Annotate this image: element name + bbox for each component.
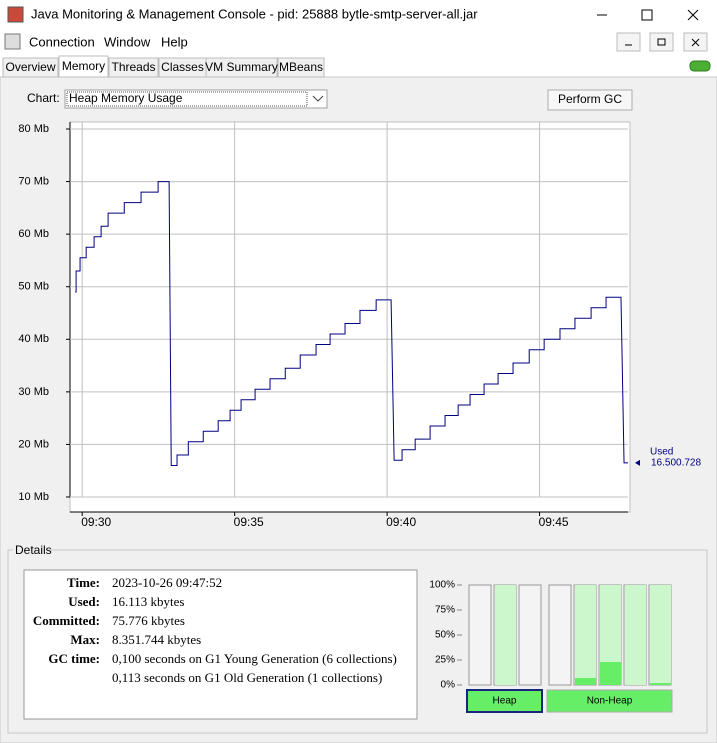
y-tick-label: 60 Mb	[18, 228, 49, 240]
tab-label[interactable]: Memory	[62, 59, 105, 73]
bar-frame	[518, 584, 542, 686]
line-chart: 10 Mb 20 Mb 30 Mb 40 Mb 50 Mb 60 Mb 70 Mb 80 Mb…	[18, 122, 701, 529]
bar	[575, 585, 596, 685]
x-tick-label: 09:35	[234, 515, 264, 529]
focus-ring	[66, 91, 308, 107]
pool-chart: 100% 75% 50% 25% 0% Heap Non-Heap	[429, 580, 673, 713]
bar	[600, 662, 621, 685]
pool-button-label[interactable]: Heap	[493, 696, 517, 707]
tab[interactable]	[2, 57, 59, 78]
detail-value: 8.351.744 kbytes	[112, 632, 201, 647]
perform-gc-label[interactable]: Perform GC	[558, 92, 622, 106]
y-tick-label: 40 Mb	[18, 333, 49, 345]
connection-icon	[689, 60, 711, 72]
y-tick-label: 80 Mb	[18, 123, 49, 135]
tab-label[interactable]: Threads	[111, 60, 155, 74]
tab-label[interactable]: Overview	[5, 60, 55, 74]
menu-item[interactable]: Window	[104, 34, 151, 49]
bar	[650, 683, 671, 685]
legend-gap	[13, 545, 49, 557]
tab[interactable]	[205, 57, 278, 78]
mdi-minimize[interactable]	[616, 32, 641, 52]
y-tick-label: 50 Mb	[18, 281, 49, 293]
chart-select-value[interactable]: Heap Memory Usage	[69, 91, 183, 105]
tab[interactable]	[108, 57, 159, 78]
tab-selected[interactable]	[58, 55, 109, 78]
tab[interactable]	[277, 57, 325, 78]
details-title: Details	[15, 543, 52, 557]
close-button[interactable]	[687, 9, 699, 21]
detail-value: 16.113 kbytes	[112, 594, 184, 609]
detail-label: GC time:	[48, 651, 100, 666]
menu-icon	[4, 33, 21, 50]
bar	[575, 678, 596, 685]
details-box	[23, 569, 418, 720]
detail-label: Used:	[68, 594, 100, 609]
y-tick-label: 70 Mb	[18, 175, 49, 187]
x-tick-label: 09:45	[539, 515, 569, 529]
tab-label[interactable]: Classes	[161, 60, 204, 74]
pool-button-label[interactable]: Non-Heap	[587, 696, 633, 707]
y-tick-label: 10 Mb	[18, 491, 49, 503]
mdi-restore-icon	[657, 38, 666, 46]
app-icon	[7, 6, 24, 23]
y-tick-label: 30 Mb	[18, 386, 49, 398]
pool-button[interactable]	[546, 689, 673, 713]
y-tick-label: 100%	[429, 580, 455, 591]
chart-label: Chart:	[27, 91, 60, 105]
detail-value: 75.776 kbytes	[112, 613, 185, 628]
menu-item[interactable]: Help	[161, 34, 188, 49]
bar-frame	[468, 584, 492, 686]
y-tick-label: 20 Mb	[18, 438, 49, 450]
pool-button[interactable]	[466, 689, 543, 713]
y-tick-label: 0%	[441, 680, 456, 691]
bar	[600, 585, 621, 685]
y-tick-label: 50%	[435, 630, 455, 641]
dropdown-arrow	[312, 95, 324, 102]
legend-entry: Used	[650, 446, 673, 457]
current-marker	[635, 459, 640, 466]
menu-item[interactable]: Connection	[29, 34, 95, 49]
bar-frame	[548, 584, 572, 686]
detail-label: Max:	[70, 632, 100, 647]
x-tick-label: 09:40	[386, 515, 416, 529]
y-tick-label: 75%	[435, 605, 455, 616]
maximize-button[interactable]	[641, 9, 653, 21]
plot-area	[69, 121, 631, 513]
detail-value: 0,100 seconds on G1 Young Generation (6 …	[112, 651, 397, 666]
perform-gc-button[interactable]	[547, 89, 633, 111]
details-text: Time: 2023-10-26 09:47:52 Used: 16.113 kbyt…	[33, 575, 397, 685]
detail-label: Time:	[67, 575, 100, 590]
series-line	[75, 181, 628, 466]
value-label: 16.500.728	[651, 457, 701, 468]
detail-label: Committed:	[33, 613, 100, 628]
window-title: Java Monitoring & Management Console - p…	[31, 6, 478, 21]
detail-value: 2023-10-26 09:47:52	[112, 575, 222, 590]
chart-select[interactable]	[64, 89, 328, 109]
tab-label[interactable]: MBeans	[279, 60, 323, 74]
bar	[495, 585, 516, 685]
tab-label[interactable]: VM Summary	[205, 60, 278, 74]
mdi-restore[interactable]	[649, 32, 674, 52]
bar	[650, 585, 671, 685]
y-tick-label: 25%	[435, 655, 455, 666]
detail-value: 0,113 seconds on G1 Old Generation (1 co…	[112, 670, 382, 685]
mdi-close-icon	[691, 38, 700, 47]
bar	[625, 585, 646, 685]
x-tick-label: 09:30	[81, 515, 111, 529]
